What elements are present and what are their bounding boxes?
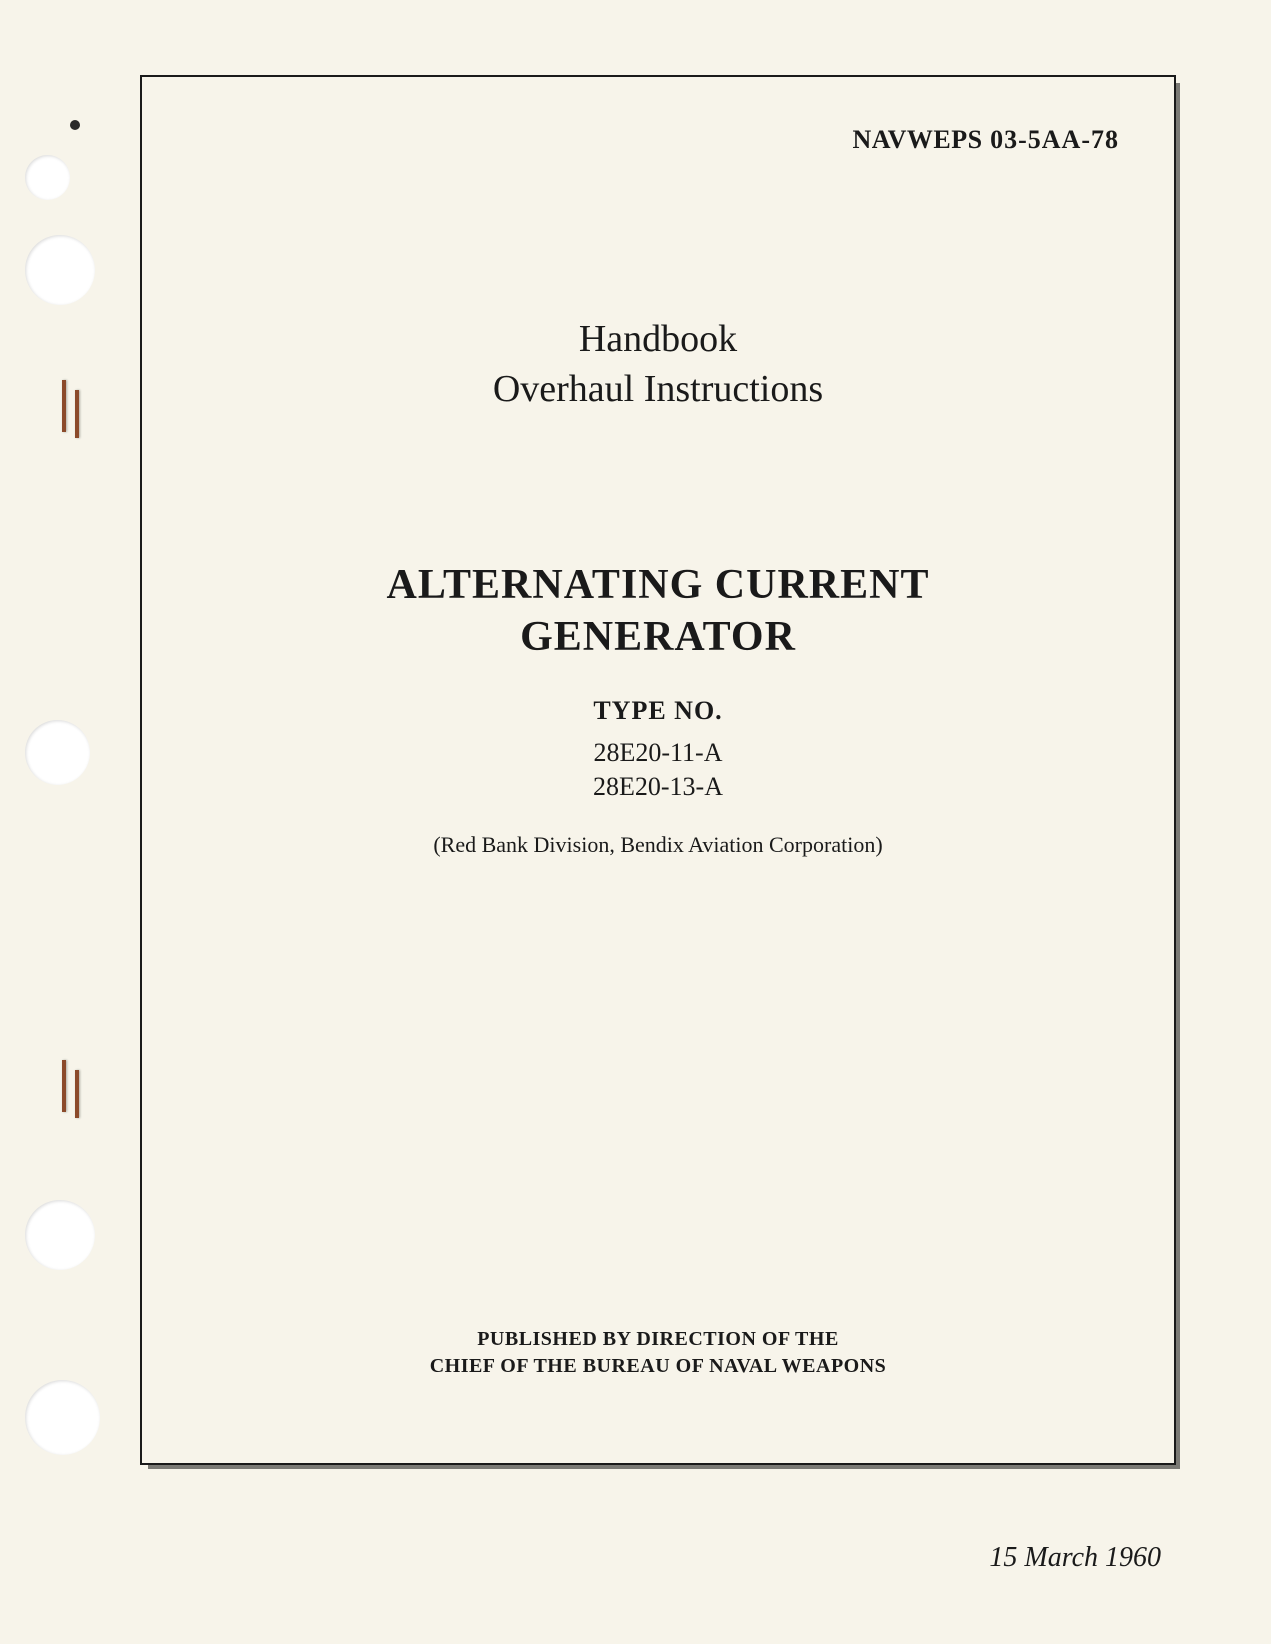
content-frame: NAVWEPS 03-5AA-78 Handbook Overhaul Inst… xyxy=(140,75,1176,1465)
punch-hole xyxy=(25,1380,100,1455)
type-number-2: 28E20-13-A xyxy=(197,772,1119,802)
punch-hole xyxy=(25,155,70,200)
type-block: TYPE NO. 28E20-11-A 28E20-13-A xyxy=(197,696,1119,802)
document-number: NAVWEPS 03-5AA-78 xyxy=(852,125,1119,155)
punch-hole xyxy=(25,720,90,785)
staple-mark xyxy=(62,1060,66,1112)
header-block: Handbook Overhaul Instructions xyxy=(197,317,1119,411)
document-number-value: 03-5AA-78 xyxy=(990,125,1119,154)
main-title-line-2: GENERATOR xyxy=(197,613,1119,661)
punch-hole xyxy=(25,235,95,305)
publication-date: 15 March 1960 xyxy=(989,1542,1161,1574)
publisher-block: PUBLISHED BY DIRECTION OF THE CHIEF OF T… xyxy=(142,1328,1174,1378)
type-label: TYPE NO. xyxy=(197,696,1119,726)
publisher-line-1: PUBLISHED BY DIRECTION OF THE xyxy=(142,1328,1174,1351)
staple-mark xyxy=(75,1070,79,1118)
main-title-line-1: ALTERNATING CURRENT xyxy=(197,561,1119,609)
type-number-1: 28E20-11-A xyxy=(197,738,1119,768)
staple-mark xyxy=(62,380,66,432)
header-line-1: Handbook xyxy=(197,317,1119,361)
punch-hole xyxy=(25,1200,95,1270)
staple-mark xyxy=(75,390,79,438)
document-page: NAVWEPS 03-5AA-78 Handbook Overhaul Inst… xyxy=(0,0,1271,1644)
header-line-2: Overhaul Instructions xyxy=(197,367,1119,411)
page-mark-dot xyxy=(70,120,80,130)
publisher-line-2: CHIEF OF THE BUREAU OF NAVAL WEAPONS xyxy=(142,1355,1174,1378)
main-title-block: ALTERNATING CURRENT GENERATOR xyxy=(197,561,1119,661)
manufacturer-line: (Red Bank Division, Bendix Aviation Corp… xyxy=(197,832,1119,858)
document-number-prefix: NAVWEPS xyxy=(852,125,982,154)
